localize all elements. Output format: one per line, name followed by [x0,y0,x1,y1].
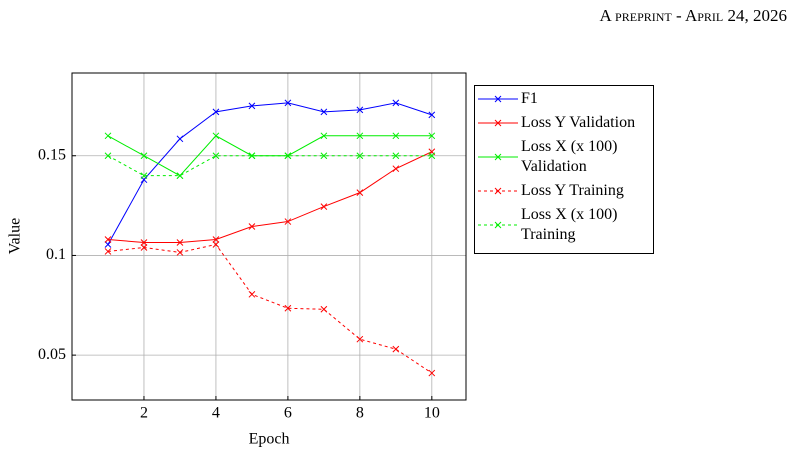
point-marker [212,108,220,116]
point-marker [140,239,148,246]
legend-marker [494,153,502,161]
point-marker [104,132,112,140]
point-marker [140,172,148,180]
y-tick-label: 0.05 [38,346,66,363]
legend-label: Loss Y Training [521,182,624,199]
running-header: A preprint - April 24, 2026 [599,6,787,25]
point-marker [248,223,256,230]
point-marker [104,248,112,255]
legend-marker [494,95,502,103]
point-marker [392,99,400,107]
y-axis-label: Value [7,218,24,254]
x-axis-label: Epoch [249,431,290,448]
point-marker [176,172,184,180]
point-marker [428,369,436,377]
point-marker [428,111,436,119]
point-marker [284,304,292,312]
legend-entry: Loss X (x 100) Validation [475,137,653,177]
point-marker [428,132,436,140]
x-tick-label: 10 [424,405,440,422]
point-marker [356,132,364,140]
y-tick-label: 0.1 [46,246,66,263]
point-marker [356,335,364,343]
legend-entry: F1 [475,89,653,109]
point-marker [284,152,292,160]
legend-swatch [478,187,518,195]
point-marker [212,241,220,248]
legend-entry: Loss Y Validation [475,113,653,133]
x-tick-label: 6 [284,405,292,422]
plot-frame [71,72,467,401]
legend-label: F1 [521,90,538,107]
point-marker [392,152,400,160]
point-marker [248,152,256,160]
point-marker [320,152,328,160]
legend-entry: Loss Y Training [475,181,653,201]
point-marker [104,241,112,248]
legend-marker [494,119,502,127]
point-marker [104,152,112,160]
point-marker [176,239,184,246]
x-tick-label: 8 [356,405,364,422]
point-marker [284,99,292,107]
point-marker [320,203,328,210]
x-tick-label: 2 [140,405,148,422]
x-tick-label: 4 [212,405,220,422]
series-line [107,151,433,243]
point-marker [392,165,400,173]
point-marker [212,152,220,160]
legend-label: Loss Y Validation [521,114,636,131]
legend-swatch [478,95,518,103]
point-marker [392,132,400,140]
point-marker [356,106,364,114]
y-tick-label: 0.15 [38,146,66,163]
point-marker [356,189,364,196]
legend-swatch [478,119,518,127]
point-marker [212,236,220,243]
point-marker [320,108,328,116]
point-marker [428,152,436,160]
point-marker [176,135,184,143]
legend-swatch [478,153,518,161]
legend-marker [494,221,502,229]
point-marker [248,102,256,110]
point-marker [140,244,148,251]
legend-swatch [478,221,518,229]
series-line [107,243,433,374]
point-marker [356,152,364,160]
point-marker [176,249,184,256]
point-marker [212,132,220,140]
point-marker [320,305,328,313]
point-marker [284,218,292,225]
legend: F1 Loss Y Validation Loss X (x 100) Valida… [474,85,654,254]
series-line [107,135,432,177]
point-marker [392,345,400,353]
point-marker [248,290,256,298]
point-marker [140,152,148,160]
point-marker [320,132,328,140]
legend-label: Loss X (x 100) Training [521,206,618,243]
legend-label: Loss X (x 100) Validation [521,138,618,175]
legend-entry: Loss X (x 100) Training [475,205,653,245]
legend-marker [494,187,502,195]
series-line [107,102,432,245]
point-marker [104,236,112,243]
